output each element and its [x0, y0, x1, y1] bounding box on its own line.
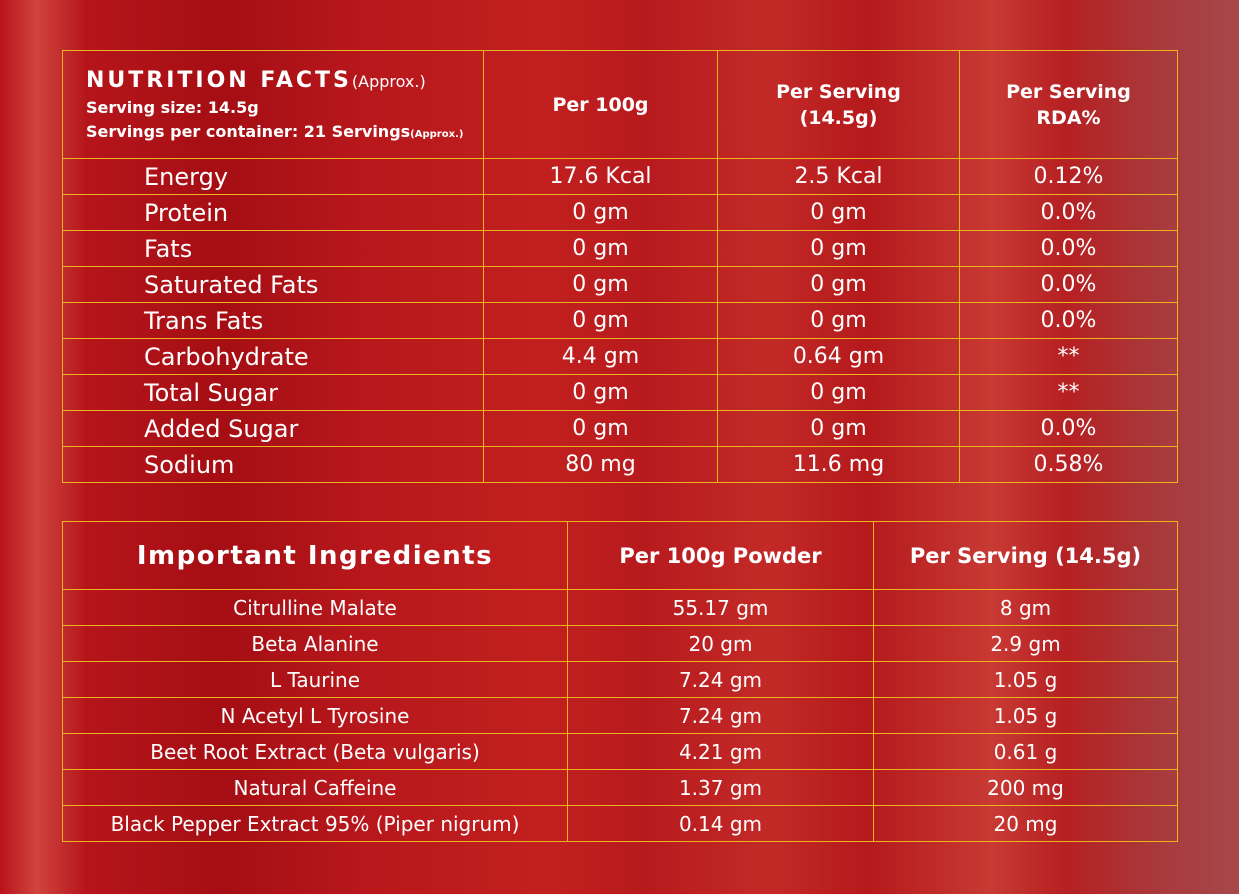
table-row: Beet Root Extract (Beta vulgaris) 4.21 gm… — [62, 733, 1178, 770]
nutrient-name: Added Sugar — [62, 410, 484, 447]
table-row: Protein 0 gm 0 gm 0.0% — [62, 194, 1178, 231]
ingredient-name: N Acetyl L Tyrosine — [62, 697, 568, 734]
value-rda: 0.0% — [959, 410, 1178, 447]
table-row: Saturated Fats 0 gm 0 gm 0.0% — [62, 266, 1178, 303]
value-per-serving: 1.05 g — [873, 661, 1178, 698]
value-rda: ** — [959, 374, 1178, 411]
value-rda: 0.0% — [959, 194, 1178, 231]
value-per-100g: 4.21 gm — [567, 733, 874, 770]
nutrient-name: Total Sugar — [62, 374, 484, 411]
value-rda: 0.12% — [959, 158, 1178, 195]
nutrition-facts-table: NUTRITION FACTS(Approx.) Serving size: 1… — [62, 50, 1178, 483]
value-per-100g: 0 gm — [483, 410, 718, 447]
table-row: L Taurine 7.24 gm 1.05 g — [62, 661, 1178, 698]
value-per-serving: 0 gm — [717, 374, 960, 411]
table-row: Black Pepper Extract 95% (Piper nigrum) 0… — [62, 805, 1178, 842]
column-header-rda: Per Serving RDA% — [959, 50, 1178, 159]
nutrition-header-row: NUTRITION FACTS(Approx.) Serving size: 1… — [62, 50, 1178, 159]
nutrition-facts-title: NUTRITION FACTS — [86, 68, 352, 93]
table-row: Citrulline Malate 55.17 gm 8 gm — [62, 589, 1178, 626]
value-per-100g: 20 gm — [567, 625, 874, 662]
value-per-serving: 0 gm — [717, 194, 960, 231]
value-rda: 0.58% — [959, 446, 1178, 483]
value-per-serving: 1.05 g — [873, 697, 1178, 734]
table-row: Carbohydrate 4.4 gm 0.64 gm ** — [62, 338, 1178, 375]
table-row: N Acetyl L Tyrosine 7.24 gm 1.05 g — [62, 697, 1178, 734]
value-per-100g: 80 mg — [483, 446, 718, 483]
value-rda: 0.0% — [959, 230, 1178, 267]
value-per-100g: 0 gm — [483, 230, 718, 267]
value-per-serving: 8 gm — [873, 589, 1178, 626]
value-per-100g: 1.37 gm — [567, 769, 874, 806]
nutrient-name: Energy — [62, 158, 484, 195]
nutrition-facts-title-note: (Approx.) — [351, 72, 426, 91]
value-per-100g: 17.6 Kcal — [483, 158, 718, 195]
table-row: Trans Fats 0 gm 0 gm 0.0% — [62, 302, 1178, 339]
value-rda: ** — [959, 338, 1178, 375]
nutrient-name: Trans Fats — [62, 302, 484, 339]
ingredient-name: Beta Alanine — [62, 625, 568, 662]
nutrition-facts-heading: NUTRITION FACTS(Approx.) Serving size: 1… — [62, 50, 484, 159]
value-per-serving: 2.9 gm — [873, 625, 1178, 662]
value-rda: 0.0% — [959, 302, 1178, 339]
value-per-100g: 0 gm — [483, 194, 718, 231]
nutrient-name: Protein — [62, 194, 484, 231]
value-rda: 0.0% — [959, 266, 1178, 303]
nutrient-name: Carbohydrate — [62, 338, 484, 375]
value-per-serving: 2.5 Kcal — [717, 158, 960, 195]
serving-size: Serving size: 14.5g — [86, 98, 259, 117]
table-row: Total Sugar 0 gm 0 gm ** — [62, 374, 1178, 411]
value-per-100g: 7.24 gm — [567, 697, 874, 734]
servings-per-container: Servings per container: 21 Servings — [86, 122, 411, 141]
column-header-per-serving: Per Serving (14.5g) — [717, 50, 960, 159]
important-ingredients-table: Important Ingredients Per 100g Powder Pe… — [62, 521, 1178, 842]
ingredients-title: Important Ingredients — [62, 521, 568, 590]
value-per-100g: 0 gm — [483, 302, 718, 339]
column-header-per-100g-powder: Per 100g Powder — [567, 521, 874, 590]
value-per-serving: 200 mg — [873, 769, 1178, 806]
ingredient-name: Beet Root Extract (Beta vulgaris) — [62, 733, 568, 770]
ingredients-header-row: Important Ingredients Per 100g Powder Pe… — [62, 521, 1178, 590]
value-per-serving: 11.6 mg — [717, 446, 960, 483]
ingredient-name: L Taurine — [62, 661, 568, 698]
value-per-serving: 0.61 g — [873, 733, 1178, 770]
value-per-100g: 7.24 gm — [567, 661, 874, 698]
ingredient-name: Black Pepper Extract 95% (Piper nigrum) — [62, 805, 568, 842]
column-header-per-serving: Per Serving (14.5g) — [873, 521, 1178, 590]
nutrient-name: Sodium — [62, 446, 484, 483]
value-per-100g: 0 gm — [483, 374, 718, 411]
value-per-100g: 4.4 gm — [483, 338, 718, 375]
table-row: Natural Caffeine 1.37 gm 200 mg — [62, 769, 1178, 806]
table-row: Beta Alanine 20 gm 2.9 gm — [62, 625, 1178, 662]
table-row: Sodium 80 mg 11.6 mg 0.58% — [62, 446, 1178, 483]
value-per-100g: 0 gm — [483, 266, 718, 303]
nutrient-name: Saturated Fats — [62, 266, 484, 303]
ingredient-name: Citrulline Malate — [62, 589, 568, 626]
value-per-serving: 0.64 gm — [717, 338, 960, 375]
column-header-per-100g: Per 100g — [483, 50, 718, 159]
table-row: Added Sugar 0 gm 0 gm 0.0% — [62, 410, 1178, 447]
nutrient-name: Fats — [62, 230, 484, 267]
value-per-serving: 20 mg — [873, 805, 1178, 842]
table-row: Fats 0 gm 0 gm 0.0% — [62, 230, 1178, 267]
servings-note: (Approx.) — [410, 129, 464, 140]
value-per-serving: 0 gm — [717, 302, 960, 339]
table-row: Energy 17.6 Kcal 2.5 Kcal 0.12% — [62, 158, 1178, 195]
value-per-100g: 0.14 gm — [567, 805, 874, 842]
ingredient-name: Natural Caffeine — [62, 769, 568, 806]
value-per-serving: 0 gm — [717, 230, 960, 267]
value-per-serving: 0 gm — [717, 410, 960, 447]
value-per-100g: 55.17 gm — [567, 589, 874, 626]
value-per-serving: 0 gm — [717, 266, 960, 303]
